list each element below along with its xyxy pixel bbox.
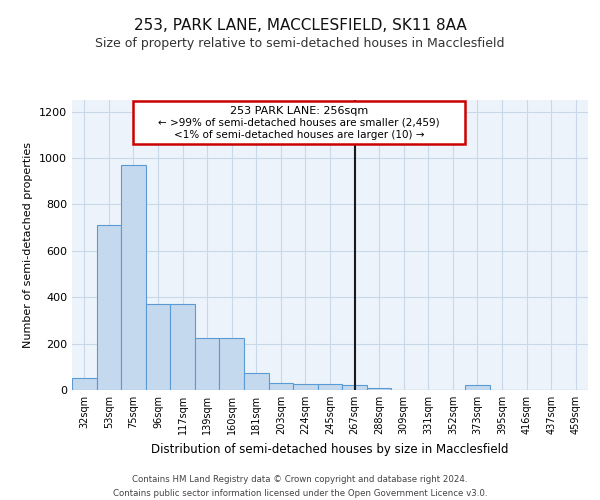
- Bar: [220, 338, 244, 390]
- Bar: [195, 338, 220, 390]
- Bar: [72, 378, 97, 390]
- Text: ← >99% of semi-detached houses are smaller (2,459): ← >99% of semi-detached houses are small…: [158, 118, 440, 128]
- Y-axis label: Number of semi-detached properties: Number of semi-detached properties: [23, 142, 34, 348]
- Bar: [318, 384, 342, 390]
- FancyBboxPatch shape: [133, 101, 465, 144]
- Bar: [146, 304, 170, 390]
- Bar: [121, 165, 146, 390]
- Text: Size of property relative to semi-detached houses in Macclesfield: Size of property relative to semi-detach…: [95, 38, 505, 51]
- Bar: [293, 384, 318, 390]
- Text: <1% of semi-detached houses are larger (10) →: <1% of semi-detached houses are larger (…: [174, 130, 425, 140]
- Bar: [244, 372, 269, 390]
- Bar: [465, 386, 490, 390]
- Bar: [342, 386, 367, 390]
- X-axis label: Distribution of semi-detached houses by size in Macclesfield: Distribution of semi-detached houses by …: [151, 442, 509, 456]
- Bar: [367, 388, 391, 390]
- Text: Contains HM Land Registry data © Crown copyright and database right 2024.
Contai: Contains HM Land Registry data © Crown c…: [113, 476, 487, 498]
- Bar: [170, 304, 195, 390]
- Text: 253 PARK LANE: 256sqm: 253 PARK LANE: 256sqm: [230, 106, 368, 116]
- Text: 253, PARK LANE, MACCLESFIELD, SK11 8AA: 253, PARK LANE, MACCLESFIELD, SK11 8AA: [134, 18, 466, 32]
- Bar: [269, 383, 293, 390]
- Bar: [97, 226, 121, 390]
